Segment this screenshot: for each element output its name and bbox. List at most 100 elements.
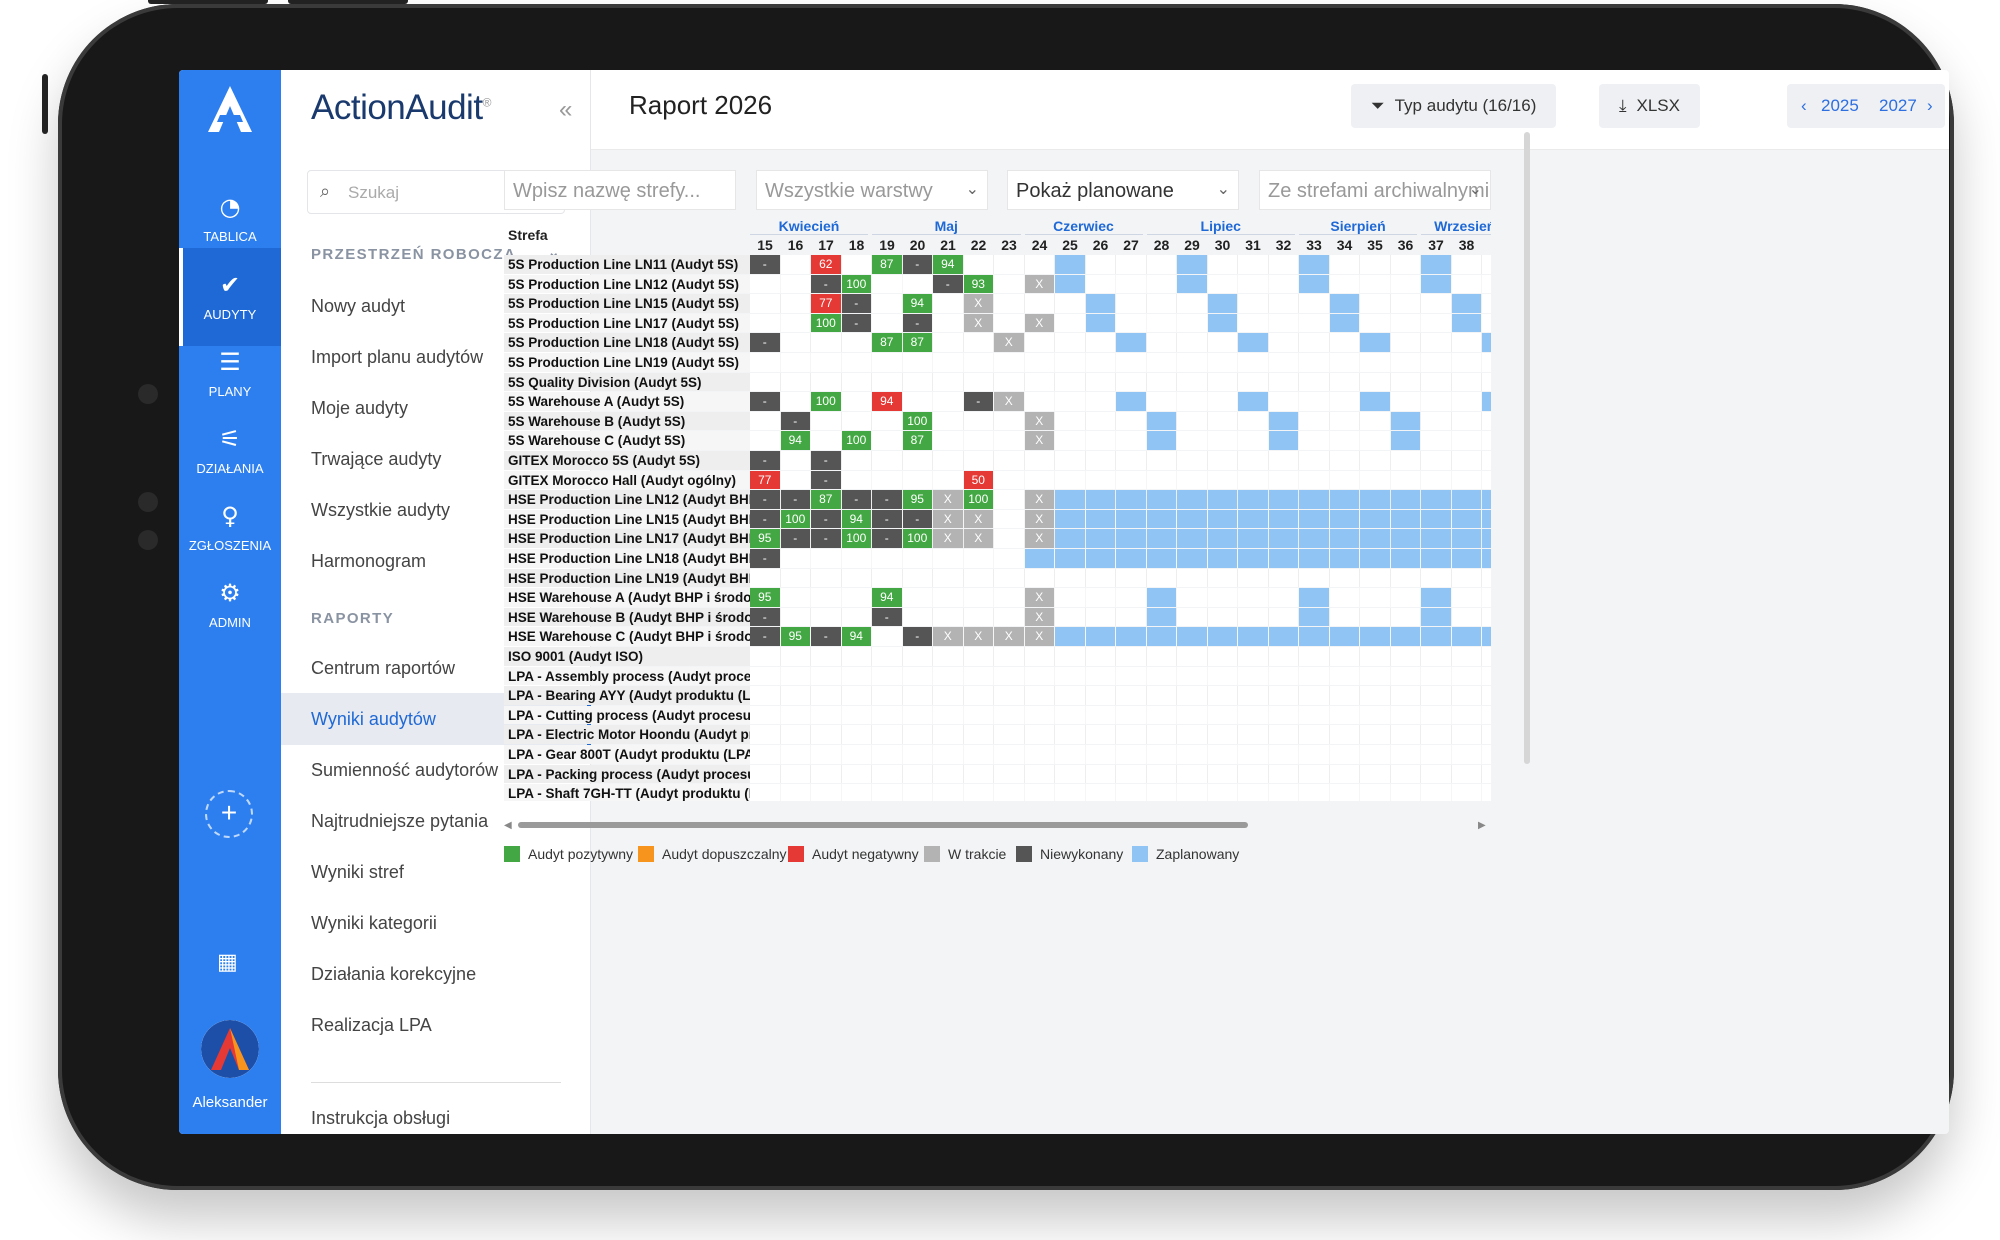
planned-cell[interactable] <box>1390 509 1420 529</box>
nav-item-workspace[interactable]: Nowy audyt <box>311 296 406 316</box>
avatar[interactable] <box>201 1020 259 1078</box>
audit-result-cell[interactable]: X <box>1024 274 1054 294</box>
zone-name[interactable]: 5S Production Line LN19 (Audyt 5S) <box>508 355 740 370</box>
zone-name[interactable]: HSE Production Line LN18 (Audyt BHP ... <box>508 551 750 566</box>
planned-cell[interactable] <box>1177 549 1207 568</box>
audit-result-cell[interactable]: X <box>1024 588 1054 607</box>
planned-cell[interactable] <box>1268 529 1298 548</box>
planned-cell[interactable] <box>1238 627 1268 646</box>
planned-cell[interactable] <box>1482 392 1491 411</box>
layers-select[interactable]: Wszystkie warstwy ⌄ <box>756 170 988 210</box>
planned-cell[interactable] <box>1177 627 1207 646</box>
planned-cell[interactable] <box>1207 490 1237 509</box>
audit-result-cell[interactable]: - <box>872 509 902 529</box>
audit-result-cell[interactable]: X <box>1024 490 1054 509</box>
planned-cell[interactable] <box>1451 313 1481 333</box>
audit-result-cell[interactable]: - <box>902 627 932 646</box>
planned-cell[interactable] <box>1177 529 1207 548</box>
planned-cell[interactable] <box>1421 490 1451 509</box>
planned-cell[interactable] <box>1299 529 1329 548</box>
audit-result-cell[interactable]: 95 <box>750 529 780 548</box>
audit-result-cell[interactable]: 94 <box>872 392 902 411</box>
audit-result-cell[interactable]: X <box>933 529 963 548</box>
nav-item-workspace[interactable]: Trwające audyty <box>311 449 442 469</box>
xlsx-export-button[interactable]: ⤓ XLSX <box>1599 84 1700 128</box>
zone-name[interactable]: LPA - Assembly process (Audyt proces... <box>508 668 750 684</box>
audit-result-cell[interactable]: X <box>933 509 963 529</box>
audit-result-cell[interactable]: X <box>994 392 1024 411</box>
planned-cell[interactable] <box>1299 588 1329 607</box>
audit-result-cell[interactable]: X <box>1024 313 1054 333</box>
audit-result-cell[interactable]: X <box>933 627 963 646</box>
planned-cell[interactable] <box>1116 392 1146 411</box>
planned-cell[interactable] <box>1207 627 1237 646</box>
planned-cell[interactable] <box>1299 509 1329 529</box>
planned-cell[interactable] <box>1085 313 1115 333</box>
chevron-left-icon[interactable]: ◀ <box>504 820 512 831</box>
planned-cell[interactable] <box>1390 627 1420 646</box>
planned-cell[interactable] <box>1055 490 1085 509</box>
audit-result-cell[interactable]: 87 <box>902 431 932 450</box>
audit-result-cell[interactable]: 93 <box>963 274 993 294</box>
planned-cell[interactable] <box>1146 529 1176 548</box>
planned-cell[interactable] <box>1451 549 1481 568</box>
nav-item-workspace[interactable]: Import planu audytów <box>311 347 484 367</box>
audit-result-cell[interactable]: X <box>963 294 993 313</box>
planned-cell[interactable] <box>1360 549 1390 568</box>
zone-name[interactable]: HSE Production Line LN15 (Audyt BHP ... <box>508 511 750 527</box>
zone-name[interactable]: LPA - Packing process (Audyt procesu (..… <box>508 766 750 782</box>
audit-result-cell[interactable]: 100 <box>902 411 932 431</box>
audit-result-cell[interactable]: - <box>750 627 780 646</box>
planned-cell[interactable] <box>1390 490 1420 509</box>
planned-cell[interactable] <box>1299 490 1329 509</box>
rail-item-audits[interactable]: ✔ AUDYTY <box>179 248 281 346</box>
audit-result-cell[interactable]: - <box>902 255 932 274</box>
planned-cell[interactable] <box>1360 490 1390 509</box>
audit-result-cell[interactable]: 87 <box>872 333 902 352</box>
zone-name[interactable]: LPA - Electric Motor Hoondu (Audyt pr... <box>508 727 750 743</box>
audit-result-cell[interactable]: - <box>750 392 780 411</box>
planned-cell[interactable] <box>1146 588 1176 607</box>
nav-item-report[interactable]: Wyniki kategorii <box>311 913 437 933</box>
planned-cell[interactable] <box>1085 490 1115 509</box>
zone-name[interactable]: LPA - Gear 800T (Audyt produktu (LPA)) <box>508 747 750 762</box>
planned-cell[interactable] <box>1085 294 1115 313</box>
planned-cell[interactable] <box>1299 274 1329 294</box>
planned-cell[interactable] <box>1146 607 1176 627</box>
audit-result-cell[interactable]: - <box>780 529 810 548</box>
audit-result-cell[interactable]: 100 <box>780 509 810 529</box>
audit-result-cell[interactable]: 87 <box>902 333 932 352</box>
zone-name[interactable]: ISO 9001 (Audyt ISO) <box>508 649 644 664</box>
audit-result-cell[interactable]: X <box>1024 431 1054 450</box>
zone-name[interactable]: 5S Production Line LN17 (Audyt 5S) <box>508 315 740 331</box>
planned-cell[interactable] <box>1451 627 1481 646</box>
audit-result-cell[interactable]: 87 <box>872 255 902 274</box>
planned-cell[interactable] <box>1055 274 1085 294</box>
planned-cell[interactable] <box>1268 509 1298 529</box>
planned-cell[interactable] <box>1146 411 1176 431</box>
planned-cell[interactable] <box>1329 627 1359 646</box>
zone-name[interactable]: 5S Production Line LN12 (Audyt 5S) <box>508 276 740 292</box>
planned-cell[interactable] <box>1329 313 1359 333</box>
audit-result-cell[interactable]: - <box>872 607 902 627</box>
audit-result-cell[interactable]: 100 <box>811 313 841 333</box>
planned-cell[interactable] <box>1329 294 1359 313</box>
planned-cell[interactable] <box>1482 627 1491 646</box>
planned-cell[interactable] <box>1268 549 1298 568</box>
planned-cell[interactable] <box>1085 509 1115 529</box>
planned-cell[interactable] <box>1360 333 1390 352</box>
audit-result-cell[interactable]: - <box>902 313 932 333</box>
audit-result-cell[interactable]: - <box>811 529 841 548</box>
zone-name[interactable]: LPA - Cutting process (Audyt procesu (..… <box>508 707 750 723</box>
planned-cell[interactable] <box>1482 549 1491 568</box>
planned-cell[interactable] <box>1329 529 1359 548</box>
planned-cell[interactable] <box>1207 509 1237 529</box>
zone-name[interactable]: HSE Production Line LN17 (Audyt BHP ... <box>508 531 750 547</box>
zone-name[interactable]: 5S Production Line LN18 (Audyt 5S) <box>508 335 740 351</box>
audit-result-cell[interactable]: X <box>963 627 993 646</box>
planned-cell[interactable] <box>1207 313 1237 333</box>
planned-cell[interactable] <box>1329 549 1359 568</box>
planned-cell[interactable] <box>1421 607 1451 627</box>
planned-cell[interactable] <box>1116 627 1146 646</box>
zone-name[interactable]: HSE Production Line LN19 (Audyt BHP ... <box>508 570 750 586</box>
